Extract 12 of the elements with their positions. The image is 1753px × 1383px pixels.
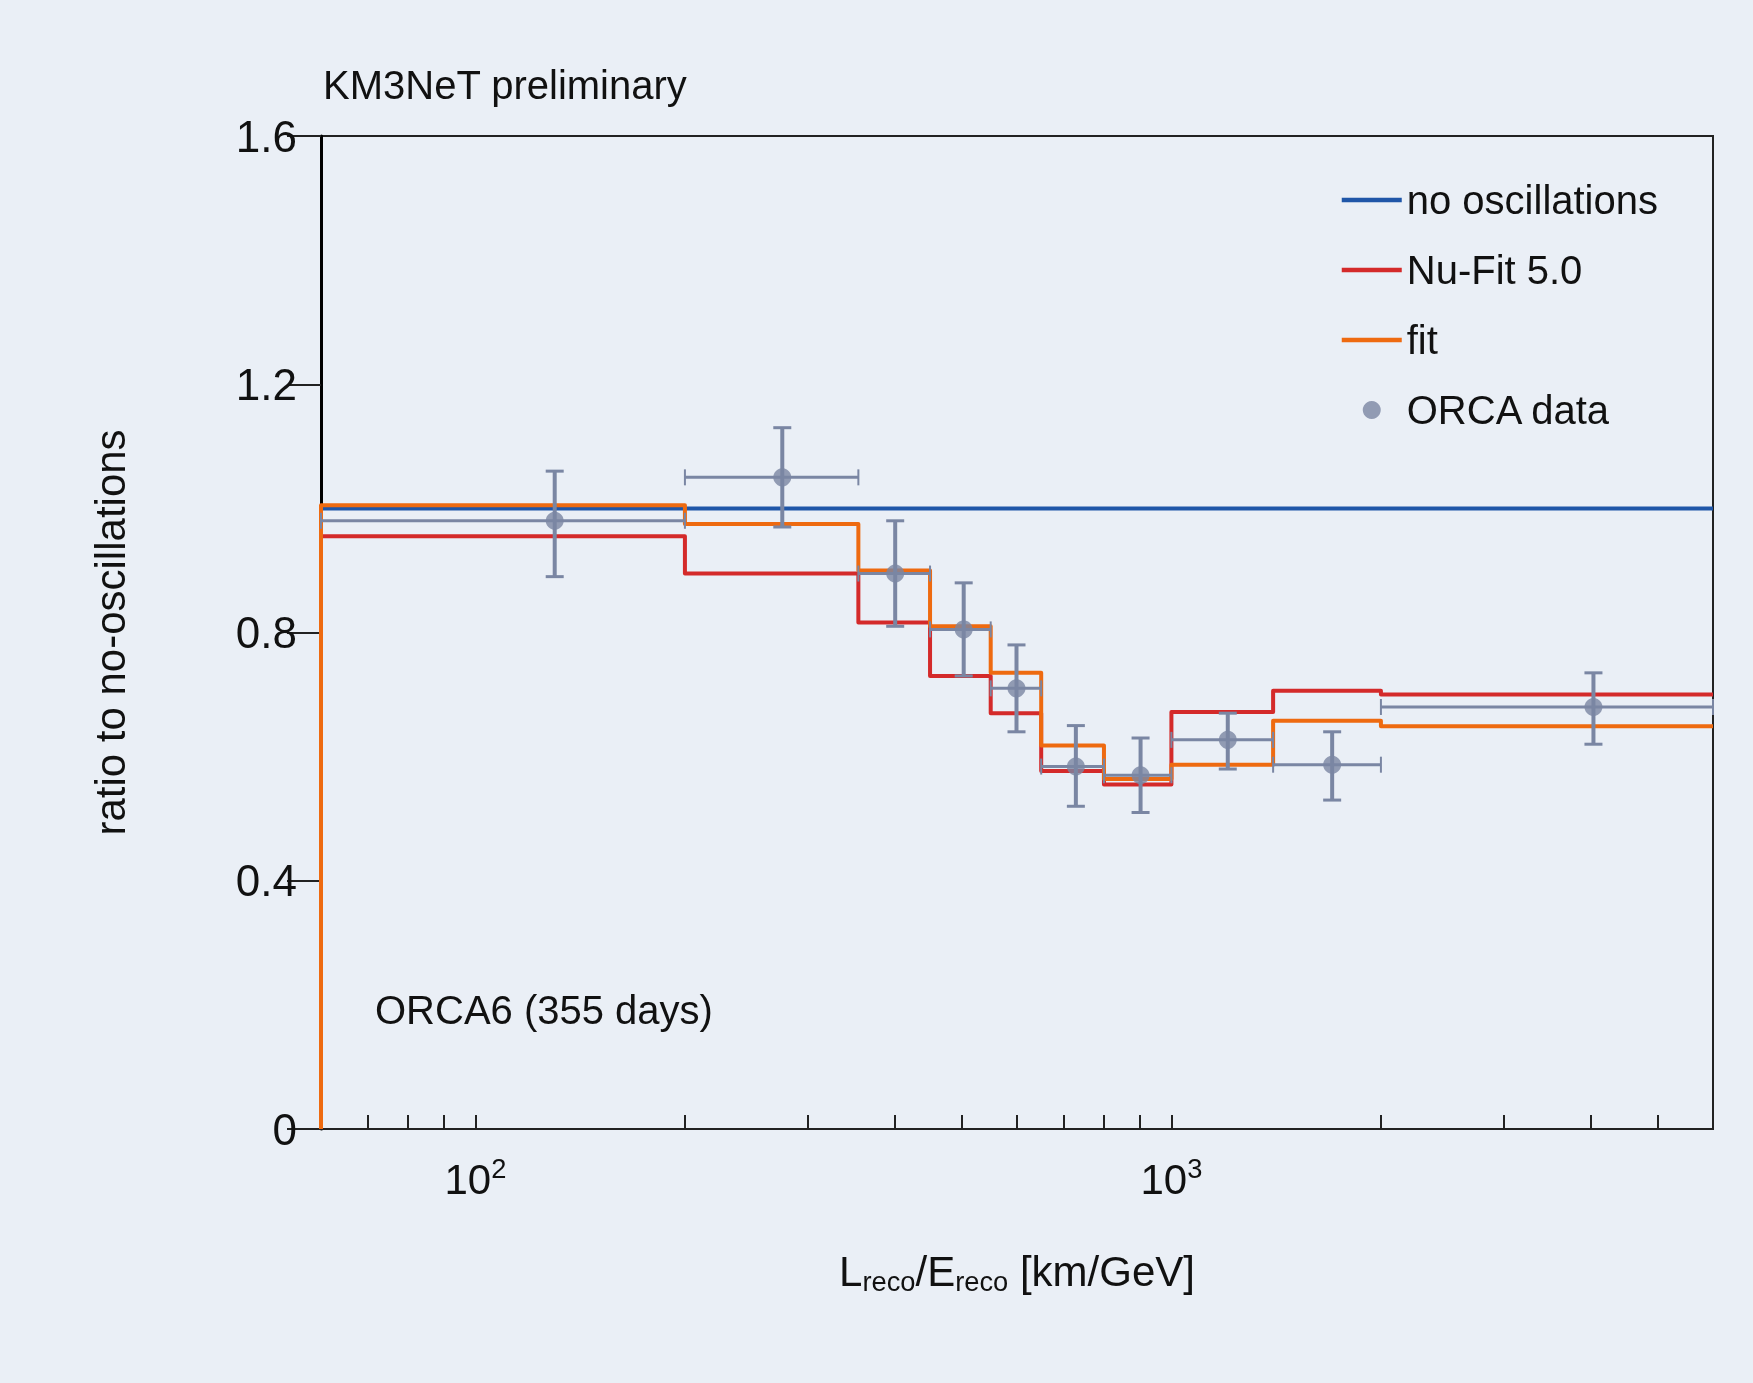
y-tick-label: 0 [272, 1104, 297, 1154]
legend-label: no oscillations [1406, 178, 1658, 222]
y-tick-label: 1.2 [235, 359, 297, 409]
legend-label: Nu-Fit 5.0 [1406, 248, 1583, 292]
y-tick-label: 1.6 [235, 111, 297, 161]
y-tick-label: 0.8 [235, 608, 297, 657]
chart-title: KM3NeT preliminary [323, 63, 687, 107]
annotation: ORCA6 (355 days) [375, 988, 713, 1032]
y-axis-title: ratio to no-oscillations [86, 429, 134, 836]
legend-label: ORCA data [1406, 388, 1610, 432]
y-tick-label: 0.4 [235, 856, 297, 906]
legend-label: fit [1406, 318, 1438, 362]
